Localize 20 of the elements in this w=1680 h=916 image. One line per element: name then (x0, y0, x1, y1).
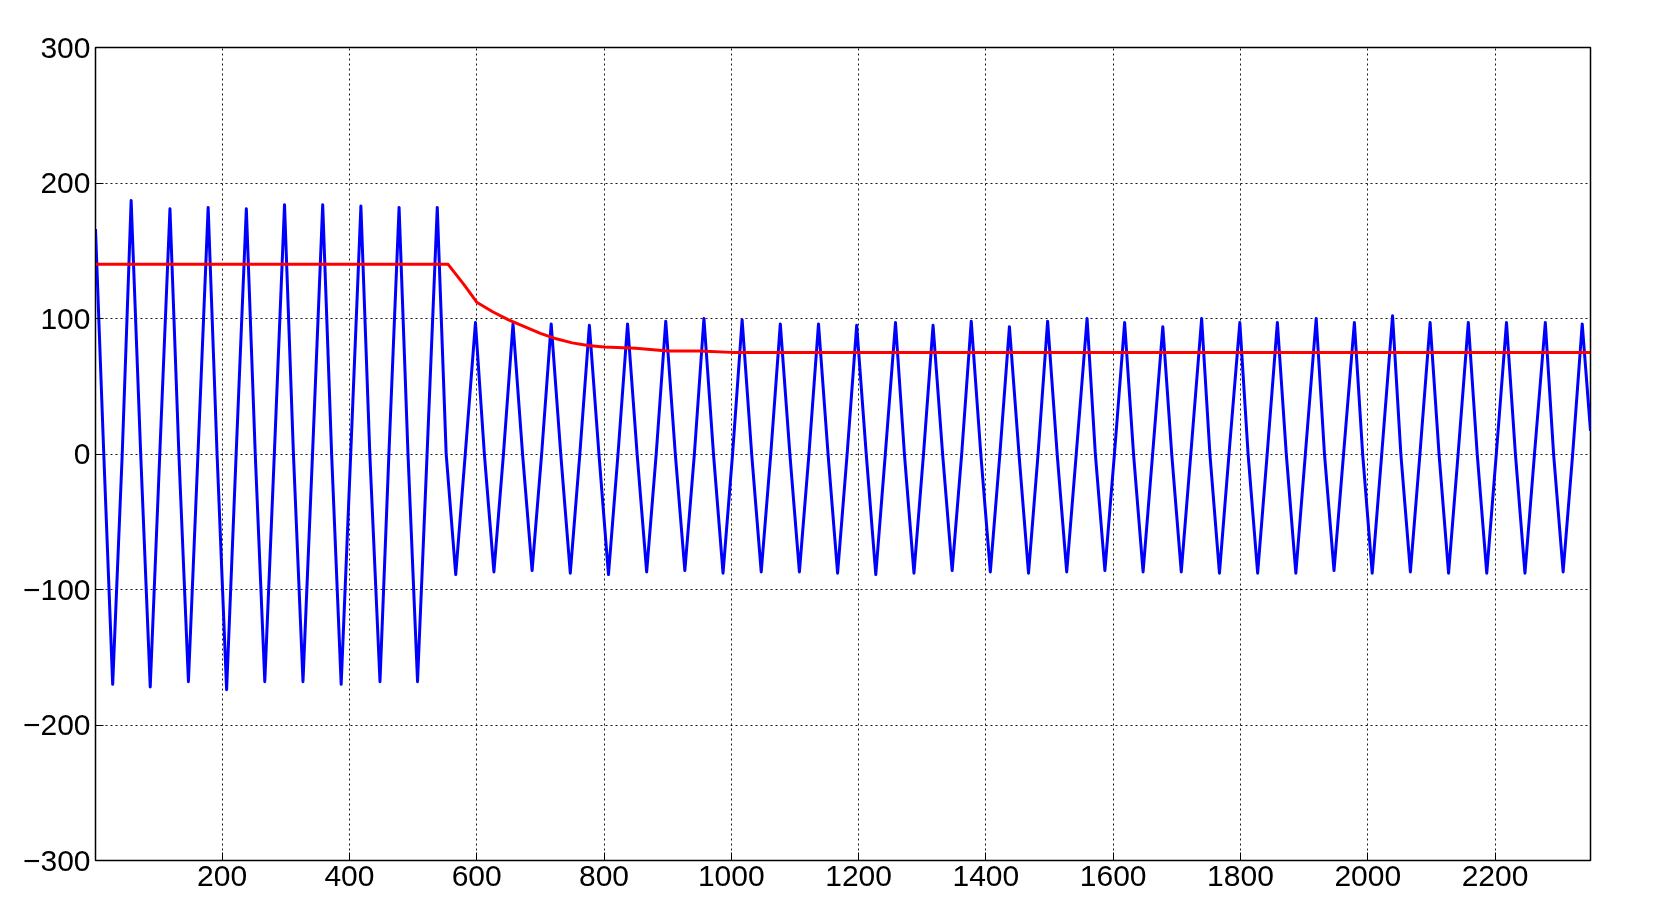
x-tick-label: 1600 (1079, 858, 1147, 892)
x-tick-label: 400 (324, 858, 375, 892)
x-tick-label: 2000 (1334, 858, 1402, 892)
y-tick-label: −100 (22, 572, 91, 606)
x-tick-label: 200 (197, 858, 248, 892)
y-tick-label: 100 (40, 301, 91, 335)
x-tick-label: 1400 (952, 858, 1020, 892)
x-tick-label: 1800 (1207, 858, 1274, 892)
y-tick-label: 200 (40, 166, 91, 199)
y-tick-label: 300 (40, 30, 91, 64)
y-tick-label: −200 (22, 708, 91, 741)
y-tick-label: −300 (22, 843, 91, 877)
x-tick-label: 1200 (825, 858, 892, 892)
line-series (95, 199, 1591, 692)
x-tick-label: 2200 (1461, 858, 1529, 892)
line-series (95, 262, 1591, 354)
x-tick-label: 600 (451, 858, 502, 892)
x-tick-label: 1000 (697, 858, 765, 892)
x-tick-label: 800 (578, 858, 630, 892)
y-tick-label: 0 (73, 437, 91, 470)
